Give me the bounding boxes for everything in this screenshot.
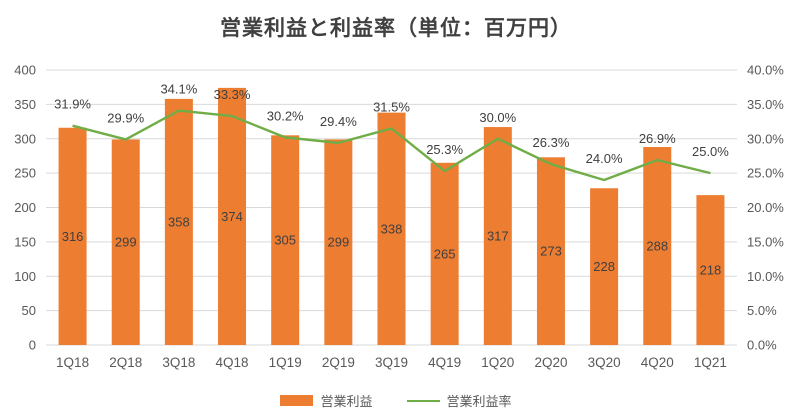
legend-item-operating-profit: 営業利益 xyxy=(280,391,373,410)
bar-value-label: 273 xyxy=(540,244,562,259)
bar-value-label: 317 xyxy=(487,229,509,244)
x-axis-tick-label: 4Q20 xyxy=(641,355,674,370)
line-point-label: 26.3% xyxy=(533,135,570,150)
bar-value-label: 228 xyxy=(593,259,615,274)
bar xyxy=(536,157,565,345)
line-point-label: 30.0% xyxy=(479,110,516,125)
bar xyxy=(58,127,87,345)
bar-value-label: 299 xyxy=(327,235,349,250)
x-axis-tick-label: 4Q18 xyxy=(216,355,249,370)
x-axis-tick-label: 3Q19 xyxy=(375,355,408,370)
left-axis-tick-label: 150 xyxy=(14,234,36,249)
bar-value-label: 218 xyxy=(700,263,722,278)
bar xyxy=(430,162,459,345)
line-point-label: 29.9% xyxy=(107,110,144,125)
left-axis-tick-label: 100 xyxy=(14,269,36,284)
right-axis-tick-label: 15.0% xyxy=(747,234,784,249)
left-axis-tick-label: 250 xyxy=(14,166,36,181)
x-axis-tick-label: 1Q18 xyxy=(56,355,89,370)
x-axis-tick-label: 2Q20 xyxy=(534,355,567,370)
bar-value-label: 305 xyxy=(274,233,296,248)
bar xyxy=(377,112,406,345)
left-axis-tick-label: 400 xyxy=(14,63,36,78)
bar-value-label: 338 xyxy=(381,221,403,236)
line-point-label: 34.1% xyxy=(160,82,197,97)
bar xyxy=(590,188,619,345)
x-axis-tick-label: 1Q21 xyxy=(694,355,727,370)
line-point-label: 25.0% xyxy=(692,144,729,159)
legend-label-profit-margin: 営業利益率 xyxy=(446,394,512,409)
bar-value-label: 316 xyxy=(62,229,84,244)
bar xyxy=(324,139,353,345)
line-point-label: 31.5% xyxy=(373,99,410,114)
left-axis-tick-label: 300 xyxy=(14,131,36,146)
bar-value-label: 265 xyxy=(434,246,456,261)
bar xyxy=(696,195,725,345)
line-series-swatch xyxy=(406,399,440,402)
right-axis-tick-label: 35.0% xyxy=(747,97,784,112)
bar-value-label: 358 xyxy=(168,214,190,229)
legend-label-operating-profit: 営業利益 xyxy=(320,394,373,409)
bar-value-label: 288 xyxy=(646,239,668,254)
line-point-label: 29.4% xyxy=(320,114,357,129)
left-axis-tick-label: 0 xyxy=(29,338,36,353)
bar xyxy=(483,127,512,345)
line-point-label: 24.0% xyxy=(586,151,623,166)
line-point-label: 26.9% xyxy=(639,131,676,146)
right-axis-tick-label: 30.0% xyxy=(747,131,784,146)
line-point-label: 33.3% xyxy=(214,87,251,102)
left-axis-tick-label: 200 xyxy=(14,200,36,215)
legend-item-profit-margin: 営業利益率 xyxy=(406,391,512,410)
right-axis-tick-label: 10.0% xyxy=(747,269,784,284)
right-axis-tick-label: 40.0% xyxy=(747,63,784,78)
x-axis-tick-label: 1Q19 xyxy=(269,355,302,370)
bar xyxy=(164,98,193,345)
x-axis-tick-label: 3Q18 xyxy=(162,355,195,370)
bar xyxy=(271,135,300,345)
legend: 営業利益 営業利益率 xyxy=(0,391,792,410)
x-axis-tick-label: 4Q19 xyxy=(428,355,461,370)
right-axis-tick-label: 0.0% xyxy=(747,338,777,353)
left-axis-tick-label: 50 xyxy=(22,303,36,318)
bar-value-label: 299 xyxy=(115,235,137,250)
right-axis-tick-label: 5.0% xyxy=(747,303,777,318)
bar-value-label: 374 xyxy=(221,209,243,224)
chart-title: 営業利益と利益率（単位：百万円） xyxy=(220,17,572,40)
bar xyxy=(218,87,247,345)
line-point-label: 25.3% xyxy=(426,142,463,157)
x-axis-tick-label: 2Q19 xyxy=(322,355,355,370)
bar xyxy=(111,139,140,345)
line-point-label: 31.9% xyxy=(54,97,91,112)
line-point-label: 30.2% xyxy=(267,108,304,123)
left-axis-tick-label: 350 xyxy=(14,97,36,112)
bar xyxy=(643,147,672,345)
x-axis-tick-label: 1Q20 xyxy=(481,355,514,370)
x-axis-tick-label: 2Q18 xyxy=(109,355,142,370)
right-axis-tick-label: 25.0% xyxy=(747,166,784,181)
x-axis-tick-label: 3Q20 xyxy=(588,355,621,370)
profit-margin-line xyxy=(72,109,711,182)
right-axis-tick-label: 20.0% xyxy=(747,200,784,215)
bar-series-swatch xyxy=(280,395,314,406)
